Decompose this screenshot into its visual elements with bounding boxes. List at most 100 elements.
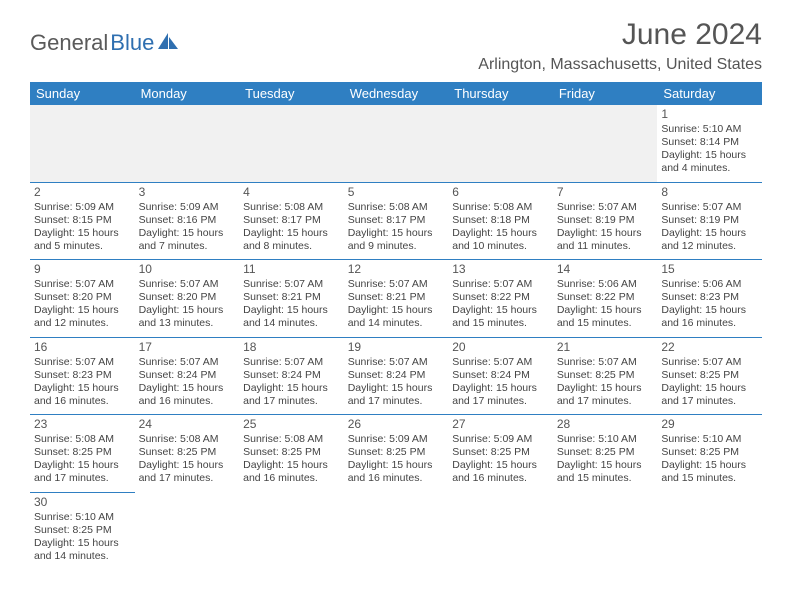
sunrise-text: Sunrise: 5:07 AM xyxy=(661,356,758,369)
daylight-text-2: and 16 minutes. xyxy=(452,472,549,485)
calendar-day-cell: 25Sunrise: 5:08 AMSunset: 8:25 PMDayligh… xyxy=(239,415,344,493)
calendar-day-cell: 28Sunrise: 5:10 AMSunset: 8:25 PMDayligh… xyxy=(553,415,658,493)
daylight-text-1: Daylight: 15 hours xyxy=(139,227,236,240)
sunset-text: Sunset: 8:21 PM xyxy=(243,291,340,304)
day-number: 21 xyxy=(557,340,654,355)
sunrise-text: Sunrise: 5:07 AM xyxy=(557,201,654,214)
daylight-text-2: and 17 minutes. xyxy=(34,472,131,485)
sunset-text: Sunset: 8:17 PM xyxy=(348,214,445,227)
daylight-text-1: Daylight: 15 hours xyxy=(34,537,131,550)
title-block: June 2024 Arlington, Massachusetts, Unit… xyxy=(478,18,762,74)
calendar-day-cell xyxy=(657,492,762,569)
calendar-day-cell: 21Sunrise: 5:07 AMSunset: 8:25 PMDayligh… xyxy=(553,337,658,415)
sunrise-text: Sunrise: 5:10 AM xyxy=(557,433,654,446)
logo: General Blue xyxy=(30,30,180,56)
calendar-day-cell: 29Sunrise: 5:10 AMSunset: 8:25 PMDayligh… xyxy=(657,415,762,493)
daylight-text-1: Daylight: 15 hours xyxy=(139,382,236,395)
sunrise-text: Sunrise: 5:07 AM xyxy=(348,356,445,369)
sunrise-text: Sunrise: 5:07 AM xyxy=(452,278,549,291)
day-number: 28 xyxy=(557,417,654,432)
sunset-text: Sunset: 8:17 PM xyxy=(243,214,340,227)
day-number: 18 xyxy=(243,340,340,355)
logo-text-blue: Blue xyxy=(110,30,154,56)
day-number: 3 xyxy=(139,185,236,200)
daylight-text-1: Daylight: 15 hours xyxy=(452,304,549,317)
sunset-text: Sunset: 8:25 PM xyxy=(34,446,131,459)
day-number: 2 xyxy=(34,185,131,200)
calendar-day-cell: 9Sunrise: 5:07 AMSunset: 8:20 PMDaylight… xyxy=(30,260,135,338)
daylight-text-1: Daylight: 15 hours xyxy=(34,227,131,240)
sunrise-text: Sunrise: 5:07 AM xyxy=(243,278,340,291)
daylight-text-1: Daylight: 15 hours xyxy=(348,304,445,317)
calendar-day-cell: 18Sunrise: 5:07 AMSunset: 8:24 PMDayligh… xyxy=(239,337,344,415)
header-row: General Blue June 2024 Arlington, Massac… xyxy=(30,18,762,74)
daylight-text-2: and 15 minutes. xyxy=(557,472,654,485)
daylight-text-2: and 16 minutes. xyxy=(139,395,236,408)
daylight-text-2: and 10 minutes. xyxy=(452,240,549,253)
calendar-day-cell: 1Sunrise: 5:10 AMSunset: 8:14 PMDaylight… xyxy=(657,105,762,182)
sunset-text: Sunset: 8:25 PM xyxy=(348,446,445,459)
calendar-week-row: 2Sunrise: 5:09 AMSunset: 8:15 PMDaylight… xyxy=(30,182,762,260)
calendar-day-cell: 11Sunrise: 5:07 AMSunset: 8:21 PMDayligh… xyxy=(239,260,344,338)
calendar-day-cell xyxy=(239,105,344,182)
sunrise-text: Sunrise: 5:08 AM xyxy=(243,201,340,214)
sunset-text: Sunset: 8:25 PM xyxy=(557,446,654,459)
calendar-week-row: 30Sunrise: 5:10 AMSunset: 8:25 PMDayligh… xyxy=(30,492,762,569)
sunrise-text: Sunrise: 5:07 AM xyxy=(139,278,236,291)
day-number: 29 xyxy=(661,417,758,432)
sunset-text: Sunset: 8:25 PM xyxy=(557,369,654,382)
daylight-text-1: Daylight: 15 hours xyxy=(452,459,549,472)
day-number: 9 xyxy=(34,262,131,277)
sunrise-text: Sunrise: 5:07 AM xyxy=(139,356,236,369)
sunrise-text: Sunrise: 5:10 AM xyxy=(34,511,131,524)
daylight-text-2: and 16 minutes. xyxy=(243,472,340,485)
daylight-text-1: Daylight: 15 hours xyxy=(34,304,131,317)
weekday-header: Tuesday xyxy=(239,82,344,105)
calendar-day-cell: 14Sunrise: 5:06 AMSunset: 8:22 PMDayligh… xyxy=(553,260,658,338)
sunset-text: Sunset: 8:25 PM xyxy=(243,446,340,459)
weekday-header: Monday xyxy=(135,82,240,105)
sunset-text: Sunset: 8:25 PM xyxy=(139,446,236,459)
daylight-text-2: and 16 minutes. xyxy=(661,317,758,330)
calendar-day-cell: 23Sunrise: 5:08 AMSunset: 8:25 PMDayligh… xyxy=(30,415,135,493)
sunrise-text: Sunrise: 5:10 AM xyxy=(661,123,758,136)
daylight-text-2: and 16 minutes. xyxy=(348,472,445,485)
calendar-day-cell: 13Sunrise: 5:07 AMSunset: 8:22 PMDayligh… xyxy=(448,260,553,338)
weekday-header-row: Sunday Monday Tuesday Wednesday Thursday… xyxy=(30,82,762,105)
calendar-table: Sunday Monday Tuesday Wednesday Thursday… xyxy=(30,82,762,569)
sunset-text: Sunset: 8:24 PM xyxy=(139,369,236,382)
sunrise-text: Sunrise: 5:08 AM xyxy=(348,201,445,214)
daylight-text-2: and 17 minutes. xyxy=(452,395,549,408)
day-number: 6 xyxy=(452,185,549,200)
sunset-text: Sunset: 8:24 PM xyxy=(348,369,445,382)
calendar-day-cell: 5Sunrise: 5:08 AMSunset: 8:17 PMDaylight… xyxy=(344,182,449,260)
day-number: 17 xyxy=(139,340,236,355)
day-number: 20 xyxy=(452,340,549,355)
calendar-day-cell: 24Sunrise: 5:08 AMSunset: 8:25 PMDayligh… xyxy=(135,415,240,493)
daylight-text-1: Daylight: 15 hours xyxy=(139,459,236,472)
sunset-text: Sunset: 8:20 PM xyxy=(139,291,236,304)
sunrise-text: Sunrise: 5:09 AM xyxy=(348,433,445,446)
calendar-day-cell xyxy=(553,492,658,569)
sunrise-text: Sunrise: 5:07 AM xyxy=(243,356,340,369)
daylight-text-2: and 17 minutes. xyxy=(348,395,445,408)
sunset-text: Sunset: 8:20 PM xyxy=(34,291,131,304)
daylight-text-1: Daylight: 15 hours xyxy=(661,459,758,472)
sunset-text: Sunset: 8:24 PM xyxy=(243,369,340,382)
daylight-text-1: Daylight: 15 hours xyxy=(452,227,549,240)
daylight-text-1: Daylight: 15 hours xyxy=(557,459,654,472)
weekday-header: Friday xyxy=(553,82,658,105)
daylight-text-2: and 12 minutes. xyxy=(661,240,758,253)
sunset-text: Sunset: 8:23 PM xyxy=(34,369,131,382)
daylight-text-1: Daylight: 15 hours xyxy=(661,382,758,395)
daylight-text-2: and 13 minutes. xyxy=(139,317,236,330)
daylight-text-2: and 8 minutes. xyxy=(243,240,340,253)
daylight-text-1: Daylight: 15 hours xyxy=(243,304,340,317)
daylight-text-1: Daylight: 15 hours xyxy=(661,227,758,240)
day-number: 14 xyxy=(557,262,654,277)
weekday-header: Saturday xyxy=(657,82,762,105)
calendar-week-row: 16Sunrise: 5:07 AMSunset: 8:23 PMDayligh… xyxy=(30,337,762,415)
daylight-text-2: and 14 minutes. xyxy=(243,317,340,330)
calendar-day-cell: 22Sunrise: 5:07 AMSunset: 8:25 PMDayligh… xyxy=(657,337,762,415)
sunrise-text: Sunrise: 5:06 AM xyxy=(557,278,654,291)
